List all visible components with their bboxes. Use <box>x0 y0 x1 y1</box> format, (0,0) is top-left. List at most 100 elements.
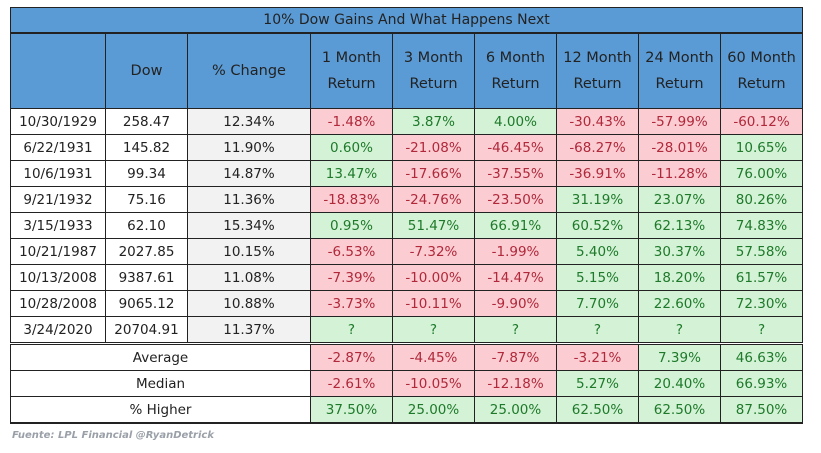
return-cell: 66.91% <box>474 212 557 239</box>
column-header: 3 Month Return <box>392 32 475 109</box>
return-cell: -7.39% <box>310 264 393 291</box>
summary-value-cell: 25.00% <box>474 396 557 424</box>
table-row: 9/21/1932 75.16 11.36% -18.83% -24.76% -23.50… <box>10 186 804 213</box>
return-cell: -1.99% <box>474 238 557 265</box>
return-cell: -3.73% <box>310 290 393 317</box>
column-header: % Change <box>187 32 311 109</box>
return-cell: 0.60% <box>310 134 393 161</box>
summary-value-cell: -2.87% <box>310 342 393 371</box>
date-cell: 6/22/1931 <box>10 134 106 161</box>
return-cell: -36.91% <box>556 160 639 187</box>
summary-label: % Higher <box>10 396 311 424</box>
summary-value-cell: 37.50% <box>310 396 393 424</box>
column-header: 6 Month Return <box>474 32 557 109</box>
return-cell: 18.20% <box>638 264 721 291</box>
table-row: 10/28/2008 9065.12 10.88% -3.73% -10.11% -9.9… <box>10 290 804 317</box>
return-cell: ? <box>638 316 721 344</box>
change-cell: 14.87% <box>187 160 311 187</box>
return-cell: -21.08% <box>392 134 475 161</box>
title-row: 10% Dow Gains And What Happens Next <box>9 7 804 34</box>
dow-cell: 75.16 <box>105 186 188 213</box>
summary-label: Median <box>10 370 311 397</box>
summary-value-cell: -4.45% <box>392 342 475 371</box>
return-cell: -11.28% <box>638 160 721 187</box>
table-row: 6/22/1931 145.82 11.90% 0.60% -21.08% -46.45%… <box>10 134 804 161</box>
return-cell: 60.52% <box>556 212 639 239</box>
table-row: 10/30/1929 258.47 12.34% -1.48% 3.87% 4.00% -3… <box>10 108 804 135</box>
return-cell: -10.11% <box>392 290 475 317</box>
summary-value-cell: 62.50% <box>638 396 721 424</box>
return-cell: -30.43% <box>556 108 639 135</box>
table-row: 3/24/2020 20704.91 11.37%?????? <box>10 316 804 344</box>
return-cell: 5.15% <box>556 264 639 291</box>
dow-cell: 62.10 <box>105 212 188 239</box>
change-cell: 11.08% <box>187 264 311 291</box>
summary-row: Median -2.61% -10.05% -12.18% 5.27% 20.40% 66.… <box>10 370 804 397</box>
summary-value-cell: -7.87% <box>474 342 557 371</box>
date-cell: 10/13/2008 <box>10 264 106 291</box>
return-cell: 74.83% <box>719 212 804 239</box>
summary-row: Average -2.87% -4.45% -7.87% -3.21% 7.39% 46.6… <box>10 342 804 371</box>
change-cell: 11.36% <box>187 186 311 213</box>
date-cell: 10/21/1987 <box>10 238 106 265</box>
source-footer: Fuente: LPL Financial @RyanDetrick <box>12 430 214 441</box>
return-cell: -24.76% <box>392 186 475 213</box>
return-cell: 51.47% <box>392 212 475 239</box>
change-cell: 11.90% <box>187 134 311 161</box>
return-cell: -14.47% <box>474 264 557 291</box>
summary-value-cell: 5.27% <box>556 370 639 397</box>
return-cell: 13.47% <box>310 160 393 187</box>
date-cell: 10/6/1931 <box>10 160 106 187</box>
dow-cell: 2027.85 <box>105 238 188 265</box>
summary-value-cell: 62.50% <box>556 396 639 424</box>
return-cell: 72.30% <box>719 290 804 317</box>
summary-value-cell: 20.40% <box>638 370 721 397</box>
change-cell: 11.37% <box>187 316 311 344</box>
return-cell: 7.70% <box>556 290 639 317</box>
return-cell: 31.19% <box>556 186 639 213</box>
return-cell: -18.83% <box>310 186 393 213</box>
column-header: 60 Month Return <box>719 32 804 109</box>
dow-cell: 258.47 <box>105 108 188 135</box>
column-header <box>10 32 106 109</box>
return-cell: -1.48% <box>310 108 393 135</box>
date-cell: 10/28/2008 <box>10 290 106 317</box>
summary-value-cell: 87.50% <box>719 396 804 424</box>
return-cell: 61.57% <box>719 264 804 291</box>
return-cell: -10.00% <box>392 264 475 291</box>
return-cell: -37.55% <box>474 160 557 187</box>
change-cell: 12.34% <box>187 108 311 135</box>
return-cell: 62.13% <box>638 212 721 239</box>
change-cell: 10.88% <box>187 290 311 317</box>
dow-cell: 99.34 <box>105 160 188 187</box>
return-cell: ? <box>310 316 393 344</box>
date-cell: 9/21/1932 <box>10 186 106 213</box>
summary-value-cell: -12.18% <box>474 370 557 397</box>
return-cell: 76.00% <box>719 160 804 187</box>
return-cell: ? <box>392 316 475 344</box>
table-row: 10/6/1931 99.34 14.87% 13.47% -17.66% -37.55%… <box>10 160 804 187</box>
return-cell: 30.37% <box>638 238 721 265</box>
return-cell: -7.32% <box>392 238 475 265</box>
summary-row: % Higher 37.50% 25.00% 25.00% 62.50% 62.50% 87… <box>10 396 804 424</box>
table-row: 10/21/1987 2027.85 10.15% -6.53% -7.32% -1.99… <box>10 238 804 265</box>
return-cell: -17.66% <box>392 160 475 187</box>
return-cell: 23.07% <box>638 186 721 213</box>
return-cell: ? <box>719 316 804 344</box>
summary-value-cell: -2.61% <box>310 370 393 397</box>
header-row: Dow% Change 1 Month Return 3 Month Return 6… <box>10 32 804 109</box>
summary-value-cell: 7.39% <box>638 342 721 371</box>
dow-cell: 145.82 <box>105 134 188 161</box>
return-cell: 57.58% <box>719 238 804 265</box>
return-cell: 3.87% <box>392 108 475 135</box>
table-title: 10% Dow Gains And What Happens Next <box>9 7 804 34</box>
return-cell: 4.00% <box>474 108 557 135</box>
return-cell: -6.53% <box>310 238 393 265</box>
table-row: 3/15/1933 62.10 15.34% 0.95% 51.47% 66.91% 60.… <box>10 212 804 239</box>
column-header: 12 Month Return <box>556 32 639 109</box>
summary-value-cell: 66.93% <box>719 370 804 397</box>
return-cell: 80.26% <box>719 186 804 213</box>
return-cell: -68.27% <box>556 134 639 161</box>
change-cell: 15.34% <box>187 212 311 239</box>
return-cell: 10.65% <box>719 134 804 161</box>
